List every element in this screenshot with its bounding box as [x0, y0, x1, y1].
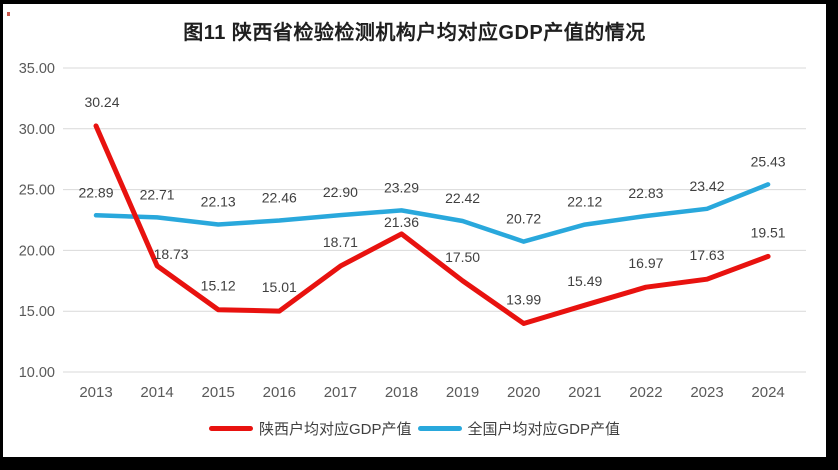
svg-text:13.99: 13.99: [506, 291, 541, 307]
svg-text:20.72: 20.72: [506, 211, 541, 227]
svg-text:2022: 2022: [629, 384, 662, 401]
svg-text:2015: 2015: [202, 384, 235, 401]
svg-text:15.49: 15.49: [567, 273, 602, 289]
svg-text:18.71: 18.71: [323, 234, 358, 250]
svg-text:15.00: 15.00: [19, 304, 55, 320]
chart-title: 图11 陕西省检验检测机构户均对应GDP产值的情况: [183, 22, 646, 44]
svg-text:22.46: 22.46: [262, 189, 297, 205]
line-chart: 10.00 15.00 20.00 25.00 30.00 35.00 2013 2014 20…: [19, 61, 806, 401]
svg-text:22.71: 22.71: [140, 186, 175, 202]
legend-line-sample-national: [417, 426, 462, 431]
svg-text:18.73: 18.73: [154, 246, 189, 262]
svg-text:23.42: 23.42: [689, 178, 724, 194]
svg-text:22.13: 22.13: [201, 193, 236, 209]
svg-text:2018: 2018: [385, 384, 418, 401]
svg-text:2019: 2019: [446, 384, 479, 401]
svg-text:2023: 2023: [690, 384, 723, 401]
svg-text:17.63: 17.63: [689, 247, 724, 263]
svg-text:22.12: 22.12: [567, 194, 602, 210]
svg-text:30.00: 30.00: [19, 122, 55, 138]
svg-text:22.90: 22.90: [323, 184, 358, 200]
svg-text:10.00: 10.00: [19, 365, 55, 381]
svg-text:16.97: 16.97: [628, 255, 663, 271]
svg-text:22.42: 22.42: [445, 190, 480, 206]
svg-text:21.36: 21.36: [384, 214, 419, 230]
svg-text:22.89: 22.89: [78, 184, 113, 200]
svg-text:19.51: 19.51: [751, 224, 786, 240]
svg-text:2017: 2017: [324, 384, 357, 401]
legend-item-national: 全国户均对应GDP产值: [417, 418, 621, 439]
svg-text:2024: 2024: [751, 384, 784, 401]
legend-label-national: 全国户均对应GDP产值: [467, 421, 621, 438]
chart-legend: 陕西户均对应GDP产值 全国户均对应GDP产值: [3, 418, 826, 439]
svg-text:35.00: 35.00: [19, 61, 55, 77]
chart-canvas: 图11 陕西省检验检测机构户均对应GDP产值的情况 10.00 15.00 20.0…: [3, 4, 826, 457]
svg-text:2014: 2014: [140, 384, 173, 401]
svg-text:20.00: 20.00: [19, 243, 55, 259]
svg-text:2016: 2016: [263, 384, 296, 401]
svg-text:15.12: 15.12: [201, 278, 236, 294]
svg-text:30.24: 30.24: [84, 94, 119, 110]
legend-line-sample-shaanxi: [208, 426, 253, 431]
legend-label-shaanxi: 陕西户均对应GDP产值: [258, 421, 412, 438]
svg-text:23.29: 23.29: [384, 179, 419, 195]
svg-text:2013: 2013: [79, 384, 112, 401]
svg-text:2020: 2020: [507, 384, 540, 401]
svg-text:22.83: 22.83: [628, 185, 663, 201]
svg-text:15.01: 15.01: [262, 279, 297, 295]
svg-text:2021: 2021: [568, 384, 601, 401]
red-speck-artifact: [7, 12, 10, 16]
svg-text:25.00: 25.00: [19, 183, 55, 199]
svg-text:17.50: 17.50: [445, 249, 480, 265]
svg-text:25.43: 25.43: [751, 153, 786, 169]
legend-item-shaanxi: 陕西户均对应GDP产值: [208, 418, 412, 439]
